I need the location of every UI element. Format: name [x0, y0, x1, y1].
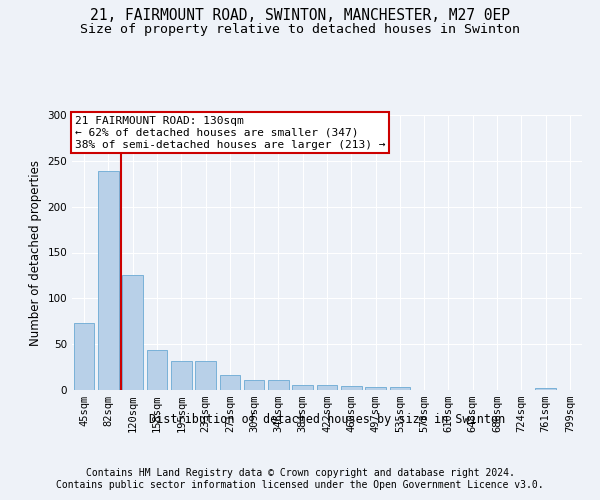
Text: Contains public sector information licensed under the Open Government Licence v3: Contains public sector information licen… — [56, 480, 544, 490]
Bar — [98, 171, 119, 390]
Text: 21, FAIRMOUNT ROAD, SWINTON, MANCHESTER, M27 0EP: 21, FAIRMOUNT ROAD, SWINTON, MANCHESTER,… — [90, 8, 510, 22]
Text: Contains HM Land Registry data © Crown copyright and database right 2024.: Contains HM Land Registry data © Crown c… — [86, 468, 514, 477]
Bar — [122, 274, 143, 390]
Bar — [535, 388, 556, 390]
Text: Distribution of detached houses by size in Swinton: Distribution of detached houses by size … — [149, 412, 505, 426]
Bar — [220, 376, 240, 390]
Bar — [244, 380, 265, 390]
Text: 21 FAIRMOUNT ROAD: 130sqm
← 62% of detached houses are smaller (347)
38% of semi: 21 FAIRMOUNT ROAD: 130sqm ← 62% of detac… — [74, 116, 385, 150]
Bar — [146, 350, 167, 390]
Bar — [195, 360, 216, 390]
Bar — [268, 380, 289, 390]
Text: Size of property relative to detached houses in Swinton: Size of property relative to detached ho… — [80, 22, 520, 36]
Bar — [389, 387, 410, 390]
Bar — [365, 387, 386, 390]
Bar — [171, 360, 191, 390]
Y-axis label: Number of detached properties: Number of detached properties — [29, 160, 42, 346]
Bar — [74, 323, 94, 390]
Bar — [341, 386, 362, 390]
Bar — [317, 384, 337, 390]
Bar — [292, 386, 313, 390]
